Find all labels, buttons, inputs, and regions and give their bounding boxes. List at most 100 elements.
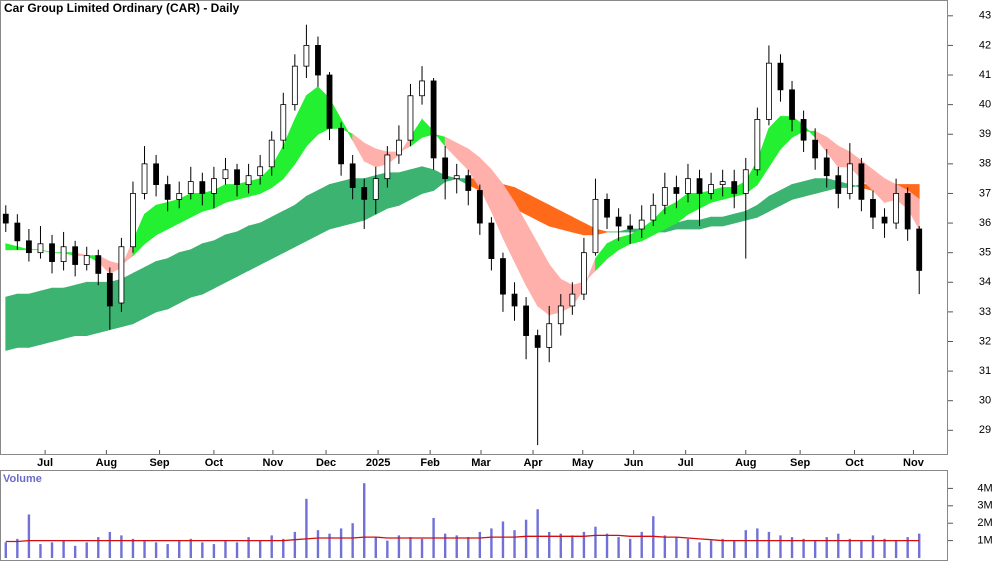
band-segment [155,201,169,236]
volume-bar [733,540,736,558]
band-segment [144,204,157,245]
volume-bar [282,538,285,558]
volume-bar [397,535,401,558]
band-segment [514,200,527,286]
band-segment [872,168,885,204]
volume-bar [467,537,470,558]
volume-bar [258,540,262,558]
band-segment [560,210,573,233]
candle-body [372,178,379,200]
x-tick-label: Oct [845,457,864,469]
volume-bar [617,537,620,558]
y-tick-label: 37 [979,187,991,199]
candle-body [396,139,402,156]
candle-body [106,272,113,307]
candle-body [199,181,206,194]
volume-bar [559,533,562,558]
y-tick-label: 40 [979,99,991,111]
volume-bar [189,538,192,558]
candle-body [581,252,587,295]
y-tick-label: 34 [979,276,991,288]
band-segment [803,178,816,197]
candle-body [83,255,90,265]
band-segment [606,237,619,260]
candle-body [291,65,298,106]
candle-body [777,62,784,91]
volume-bar [270,535,273,558]
volume-bar [490,528,493,558]
band-segment [398,169,411,206]
volume-bar [756,528,759,558]
y-tick-label: 35 [979,247,991,259]
y-tick-label: 2M [977,517,992,529]
x-tick-label: Apr [524,457,544,469]
band-segment [63,284,76,340]
candle-body [858,163,865,200]
candle-body [26,240,32,254]
candle-body [846,163,853,194]
candle-body [754,119,761,171]
candle-body [164,184,171,200]
candle-body [361,187,368,200]
volume-bar [50,542,54,558]
volume-bar [27,514,31,558]
candle-body [511,293,518,307]
volume-bar [235,542,239,558]
x-tick-label: Mar [471,457,491,469]
candle-body [650,204,657,221]
volume-bar [478,531,482,558]
candle-body [315,45,321,76]
candle-body [245,175,252,185]
volume-bar [536,509,539,558]
volume-bar [582,531,586,558]
band-segment [745,204,758,221]
volume-bar [166,544,169,558]
band-segment [167,198,180,230]
volume-bar [640,531,643,558]
volume-bar [316,530,320,558]
band-segment [5,243,18,251]
band-segment [236,225,249,278]
candle-body [638,219,645,230]
band-segment [768,189,781,212]
candle-body [211,178,217,194]
volume-bar [247,537,250,558]
volume-bar [108,531,112,558]
volume-bar [548,531,551,558]
x-tick-label: Jul [37,457,53,469]
x-tick-label: Dec [316,457,336,469]
candle-body [569,293,576,307]
y-tick-label: 42 [979,39,991,51]
candle-body [557,305,564,325]
y-tick-label: 33 [979,306,991,318]
volume-bar [328,533,331,558]
x-tick-label: Feb [420,457,440,469]
band-segment [618,228,631,233]
band-segment [456,142,469,171]
candle-body [60,246,67,262]
band-segment [317,183,330,236]
candle-body [823,157,830,177]
candle-body [916,228,923,271]
band-segment [733,210,747,224]
volume-bar [351,523,354,558]
volume-bar [339,528,343,558]
candle-body [349,163,356,188]
volume-bar [813,540,817,558]
volume-bar [918,533,921,558]
volume-bar [501,521,505,558]
chart-title: Car Group Limited Ordinary (CAR) - Daily [4,1,240,15]
band-segment [421,166,434,194]
volume-bar [201,542,204,558]
band-segment [51,287,64,343]
band-segment [190,193,203,218]
volume-bar [154,542,158,558]
candle-body [419,80,425,97]
candle-body [534,335,541,348]
x-tick-label: Sep [149,457,169,469]
band-segment [201,240,215,295]
candle-body [453,175,460,180]
y-tick-label: 29 [979,424,991,436]
volume-bar [675,537,678,558]
band-segment [225,184,238,203]
